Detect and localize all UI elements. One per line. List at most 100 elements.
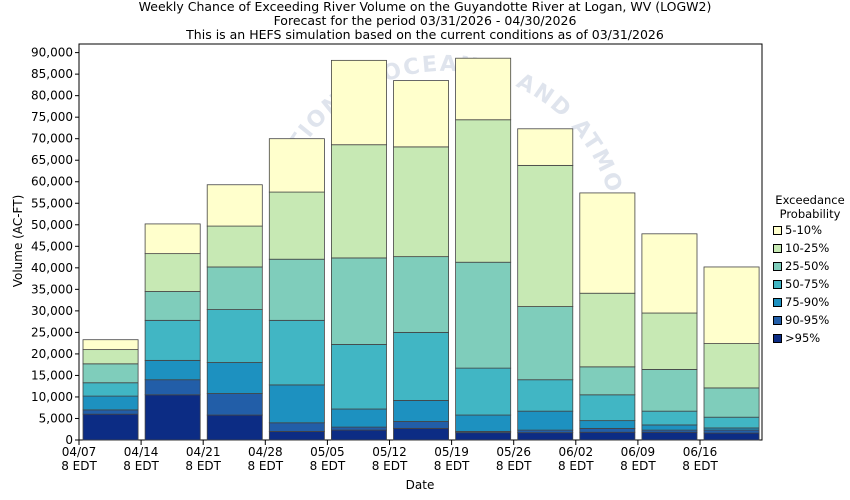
bar-4-segment-5-10%: [268, 138, 325, 193]
bar-7-segment-25-50%: [455, 261, 512, 369]
legend-items: 5-10% 10-25% 25-50% 50-75% 75-90% 90-95% >95%: [770, 221, 850, 347]
x-tick-label-date: 04/14: [124, 445, 159, 459]
bar-2-segment-25-50%: [144, 291, 201, 321]
x-tick-label-date: 06/16: [683, 445, 718, 459]
bar-4-segment-10-25%: [268, 191, 325, 260]
bar-8-segment-50-75%: [517, 379, 574, 412]
bar-5-segment-50-75%: [330, 344, 387, 410]
bar-11-segment-5-10%: [703, 266, 760, 344]
x-tick-label-date: 04/07: [62, 445, 97, 459]
bar-5-segment-90-95%: [330, 426, 387, 431]
legend-label: 25-50%: [785, 259, 830, 273]
legend-label: 75-90%: [785, 295, 830, 309]
legend-item: 10-25%: [773, 239, 850, 257]
x-tick-label-time: 8 EDT: [123, 459, 159, 473]
bar-9-segment->95%: [579, 431, 636, 441]
x-tick-label-date: 04/21: [186, 445, 221, 459]
x-axis-label: Date: [405, 478, 435, 492]
x-tick-label-time: 8 EDT: [682, 459, 718, 473]
bar-9-segment-90-95%: [579, 427, 636, 433]
bar-4-segment-50-75%: [268, 319, 325, 386]
bar-9-segment-75-90%: [579, 420, 636, 429]
bar-2-segment-10-25%: [144, 253, 201, 292]
bar-10-segment-25-50%: [641, 369, 698, 412]
legend-swatch: [773, 279, 782, 289]
x-tick-label-time: 8 EDT: [247, 459, 283, 473]
legend-item: >95%: [773, 329, 850, 347]
bar-7-segment-75-90%: [455, 414, 512, 432]
legend-label: >95%: [785, 331, 821, 345]
bar-6-segment-90-95%: [393, 421, 449, 429]
bar-6-segment-5-10%: [393, 80, 449, 148]
y-tick-label: 15,000: [31, 368, 73, 382]
bar-6-segment-75-90%: [393, 399, 449, 422]
bar-2-segment-75-90%: [144, 359, 201, 381]
bar-5-segment-10-25%: [330, 144, 387, 259]
legend-label: 90-95%: [785, 313, 830, 327]
bar-1-segment->95%: [82, 413, 139, 441]
bar-11-segment->95%: [703, 432, 760, 441]
y-tick-label: 70,000: [31, 132, 73, 146]
bar-7-segment-50-75%: [455, 367, 512, 416]
x-tick-label-time: 8 EDT: [558, 459, 594, 473]
x-tick-label-date: 06/09: [621, 445, 656, 459]
legend-label: 10-25%: [785, 241, 830, 255]
y-tick-label: 20,000: [31, 347, 73, 361]
legend-label: 50-75%: [785, 277, 830, 291]
bar-6-segment-10-25%: [393, 146, 449, 258]
bar-4-segment->95%: [268, 430, 325, 441]
bar-8-segment-10-25%: [517, 164, 574, 307]
bar-11-segment-10-25%: [703, 343, 760, 389]
legend: Exceedance Probability 5-10% 10-25% 25-50%…: [770, 193, 850, 347]
y-tick-label: 25,000: [31, 325, 73, 339]
y-tick-label: 55,000: [31, 196, 73, 210]
bar-3-segment-50-75%: [206, 309, 263, 363]
legend-item: 5-10%: [773, 221, 850, 239]
y-tick-label: 65,000: [31, 153, 73, 167]
bar-2-segment-90-95%: [144, 379, 201, 396]
bar-3-segment-25-50%: [206, 266, 263, 310]
bar-4-segment-25-50%: [268, 258, 325, 321]
bar-10-segment-50-75%: [641, 410, 698, 426]
bar-1-segment-5-10%: [82, 339, 139, 351]
y-tick-label: 50,000: [31, 218, 73, 232]
legend-item: 75-90%: [773, 293, 850, 311]
legend-swatch: [773, 315, 782, 325]
y-tick-label: 10,000: [31, 390, 73, 404]
x-tick-label-date: 05/19: [434, 445, 469, 459]
bar-3-segment->95%: [206, 414, 263, 441]
bar-5-segment-5-10%: [330, 59, 387, 146]
legend-item: 50-75%: [773, 275, 850, 293]
bar-6-segment->95%: [393, 427, 449, 441]
legend-swatch: [773, 333, 782, 343]
legend-swatch: [773, 297, 782, 307]
bar-7-segment-5-10%: [455, 57, 512, 121]
bar-5-segment->95%: [330, 429, 387, 441]
bar-8-segment->95%: [517, 432, 574, 441]
y-tick-label: 45,000: [31, 239, 73, 253]
legend-label: 5-10%: [785, 223, 823, 237]
bar-1-segment-50-75%: [82, 382, 139, 397]
bar-1-segment-25-50%: [82, 363, 139, 384]
y-tick-label: 90,000: [31, 46, 73, 60]
x-tick-label-time: 8 EDT: [310, 459, 346, 473]
bar-2-segment-50-75%: [144, 319, 201, 361]
legend-title-line-2: Probability: [779, 207, 841, 221]
bar-9-segment-50-75%: [579, 394, 636, 422]
bar-9-segment-5-10%: [579, 192, 636, 294]
x-tick-label-date: 05/26: [496, 445, 531, 459]
legend-title-line-1: Exceedance: [775, 193, 845, 207]
bar-2-segment->95%: [144, 394, 201, 441]
x-tick-label-time: 8 EDT: [61, 459, 97, 473]
bar-8-segment-25-50%: [517, 306, 574, 381]
x-tick-label-time: 8 EDT: [620, 459, 656, 473]
chart-title-line-3: This is an HEFS simulation based on the …: [186, 27, 664, 42]
bar-11-segment-25-50%: [703, 387, 760, 418]
y-tick-label: 30,000: [31, 304, 73, 318]
y-tick-label: 60,000: [31, 175, 73, 189]
y-tick-label: 75,000: [31, 110, 73, 124]
x-tick-label-time: 8 EDT: [372, 459, 408, 473]
bar-6-segment-25-50%: [393, 256, 449, 333]
bar-10-segment-10-25%: [641, 312, 698, 370]
